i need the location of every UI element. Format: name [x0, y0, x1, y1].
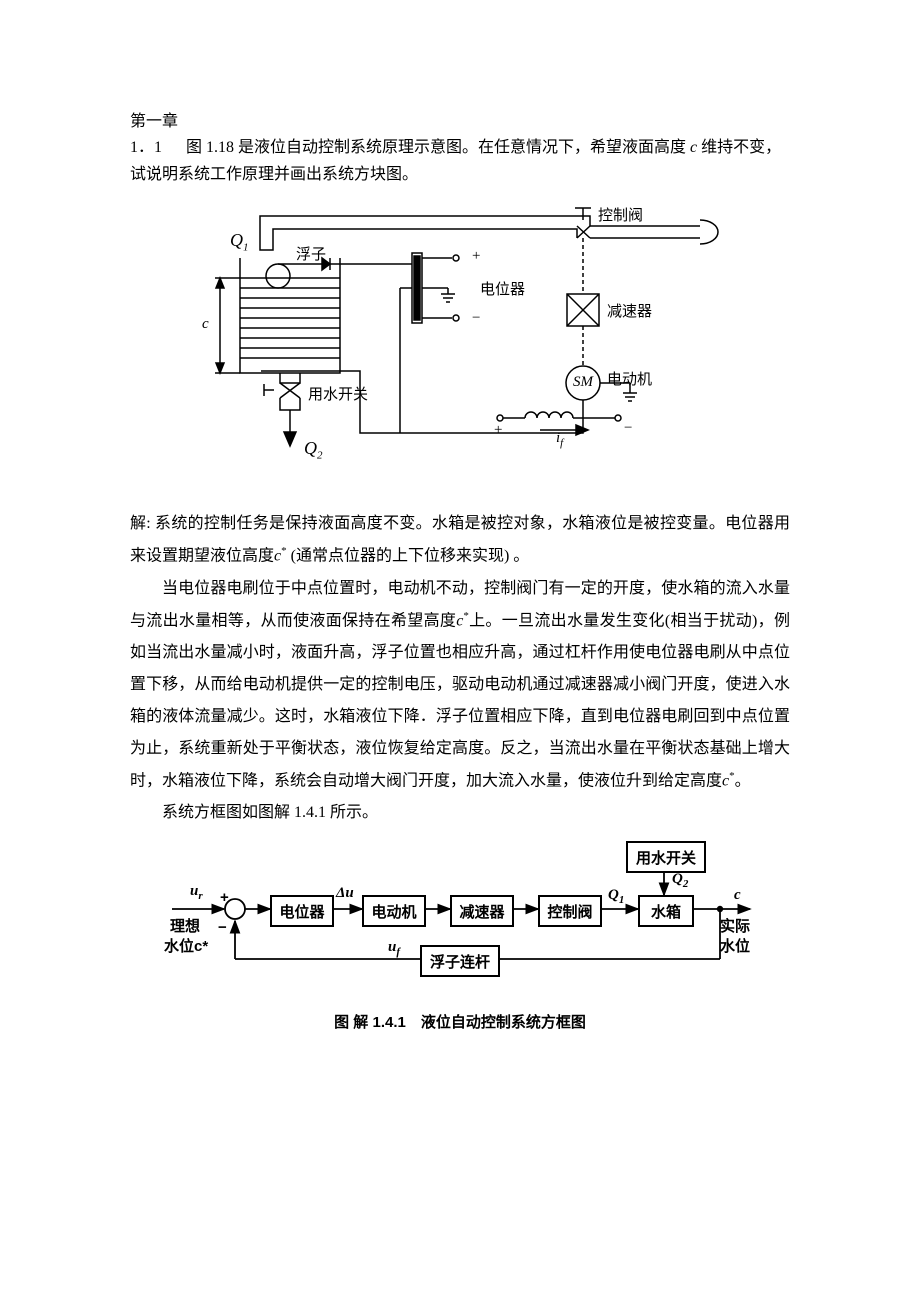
label-minus1: −	[472, 310, 480, 327]
sig-uf: uf	[388, 939, 400, 958]
chapter-heading: 第一章	[130, 110, 790, 134]
sig-actual: 实际	[720, 915, 750, 936]
sol-p2-c: 。	[735, 772, 751, 789]
label-sm: SM	[573, 374, 593, 391]
block-motor: 电动机	[362, 895, 426, 927]
label-if: if	[556, 430, 563, 449]
label-minus2: −	[624, 420, 632, 437]
sol-p3: 系统方框图如图解 1.4.1 所示。	[130, 797, 790, 829]
block-caption: 图 解 1.4.1 液位自动控制系统方框图	[130, 1011, 790, 1032]
label-water-switch: 用水开关	[308, 383, 368, 404]
block-figure-wrap: 用水开关 电位器 电动机 减速器 控制阀 水箱 浮子连杆 ur 理想 水位c* …	[130, 839, 790, 999]
block-tank: 水箱	[638, 895, 694, 927]
problem-var-c: c	[690, 139, 697, 156]
block-figure: 用水开关 电位器 电动机 减速器 控制阀 水箱 浮子连杆 ur 理想 水位c* …	[160, 839, 760, 999]
sig-ur: ur	[190, 883, 203, 902]
label-reducer: 减速器	[607, 300, 652, 321]
problem-text-a: 图 1.18 是液位自动控制系统原理示意图。在任意情况下，希望液面高度	[186, 139, 686, 156]
label-potentiometer: 电位器	[480, 278, 525, 299]
schematic-figure: 控制阀 Q1 浮子 电位器 + − 减速器 电动机 SM 用水开关 Q2 if …	[200, 198, 720, 488]
solution-head: 解:	[130, 515, 151, 532]
label-control-valve: 控制阀	[598, 204, 643, 225]
problem-number: 1．1	[130, 139, 162, 156]
block-reducer: 减速器	[450, 895, 514, 927]
label-q2: Q2	[304, 438, 323, 462]
label-float: 浮子	[296, 243, 326, 264]
schematic-svg	[200, 198, 720, 488]
sig-actual2: 水位	[720, 935, 750, 956]
sig-c: c	[734, 887, 741, 904]
sig-ideal: 理想	[170, 915, 200, 936]
block-float-rod: 浮子连杆	[420, 945, 500, 977]
sig-du: Δu	[336, 885, 354, 902]
sol-p2-b: 上。一旦流出水量发生变化(相当于扰动)，例如当流出水量减小时，液面升高，浮子位置…	[130, 612, 790, 789]
block-potentiometer: 电位器	[270, 895, 334, 927]
solution-text: 解: 系统的控制任务是保持液面高度不变。水箱是被控对象，水箱液位是被控变量。电位…	[130, 508, 790, 829]
label-c: c	[202, 316, 209, 333]
sig-q2: Q2	[672, 871, 688, 890]
block-valve: 控制阀	[538, 895, 602, 927]
block-water-switch: 用水开关	[626, 841, 706, 873]
label-plus2: +	[494, 422, 502, 439]
sig-q1: Q1	[608, 887, 624, 906]
label-plus1: +	[472, 248, 480, 265]
sig-plus: +	[220, 889, 229, 906]
page: 第一章 1．1 图 1.18 是液位自动控制系统原理示意图。在任意情况下，希望液…	[0, 0, 920, 1302]
sol-p1-b: (通常点位器的上下位移来实现) 。	[287, 548, 530, 565]
sig-minus: −	[218, 919, 227, 936]
problem-statement: 1．1 图 1.18 是液位自动控制系统原理示意图。在任意情况下，希望液面高度 …	[130, 134, 790, 188]
label-q1: Q1	[230, 230, 249, 254]
label-motor: 电动机	[607, 368, 652, 389]
sig-level: 水位c*	[164, 935, 208, 956]
schematic-figure-wrap: 控制阀 Q1 浮子 电位器 + − 减速器 电动机 SM 用水开关 Q2 if …	[130, 198, 790, 488]
